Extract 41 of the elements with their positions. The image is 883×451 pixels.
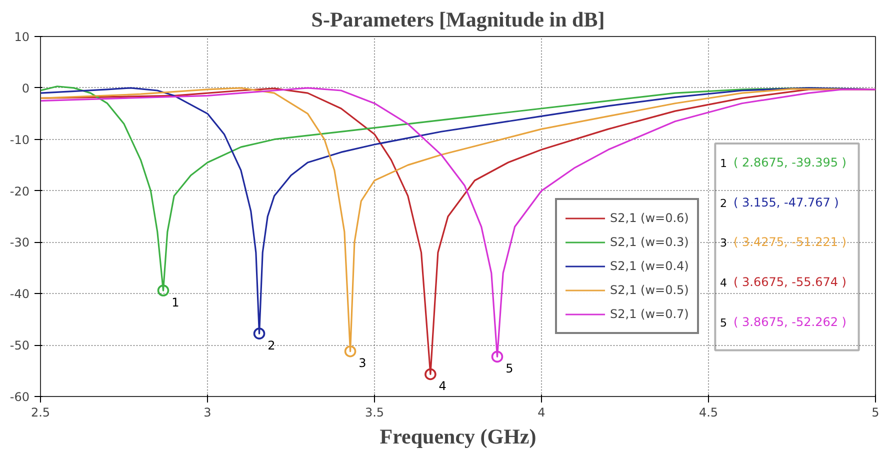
legend-label: S2,1 (w=0.5) [610,282,689,299]
annotation: ( 3.8675, -52.262 ) [734,314,846,329]
text: 4 [720,276,728,290]
x-tick-label: 2.5 [30,406,50,420]
x-tick-label: 4.5 [698,406,718,420]
x-tick-label: 3.5 [364,406,384,420]
text: 5 [720,316,728,330]
annotation: ( 3.4275, -51.221 ) [734,235,846,250]
text: 2 [720,196,728,210]
point [424,368,436,380]
annotation: 3 [358,356,366,370]
annotation: 2 [268,338,276,352]
point [491,350,504,363]
y-tick-label: -60 [10,390,30,404]
y-tick-label: 0 [22,81,30,96]
text: 3 [720,236,728,250]
annotation: ( 3.155, -47.767 ) [734,195,839,210]
y-tick-label: -30 [10,236,30,250]
x-axis-title: Frequency (GHz) [380,424,536,448]
legend-label: S2,1 (w=0.7) [610,306,689,323]
y-tick-label: -50 [10,338,30,353]
point [344,345,356,358]
point [157,284,170,296]
x-tick-label: 3 [204,406,212,420]
x-tick-label: 4 [538,406,546,420]
annotation: 1 [172,295,180,310]
annotation: 5 [506,362,514,376]
y-tick-label: 10 [14,30,30,44]
y-tick-label: -40 [10,287,30,302]
text: 1 [720,157,728,170]
x-tick-label: 5 [872,406,880,420]
legend-label: S2,1 (w=0.3) [610,234,689,251]
y-tick-label: -10 [10,132,30,147]
point [253,328,266,340]
legend-label: S2,1 (w=0.4) [610,258,689,275]
annotation: ( 3.6675, -55.674 ) [734,275,846,290]
annotation: ( 2.8675, -39.395 ) [734,156,846,170]
annotation: 4 [438,379,446,394]
y-tick-label: -20 [10,184,30,198]
chart-title: S-Parameters [Magnitude in dB] [311,8,605,32]
legend-label: S2,1 (w=0.6) [610,210,689,227]
